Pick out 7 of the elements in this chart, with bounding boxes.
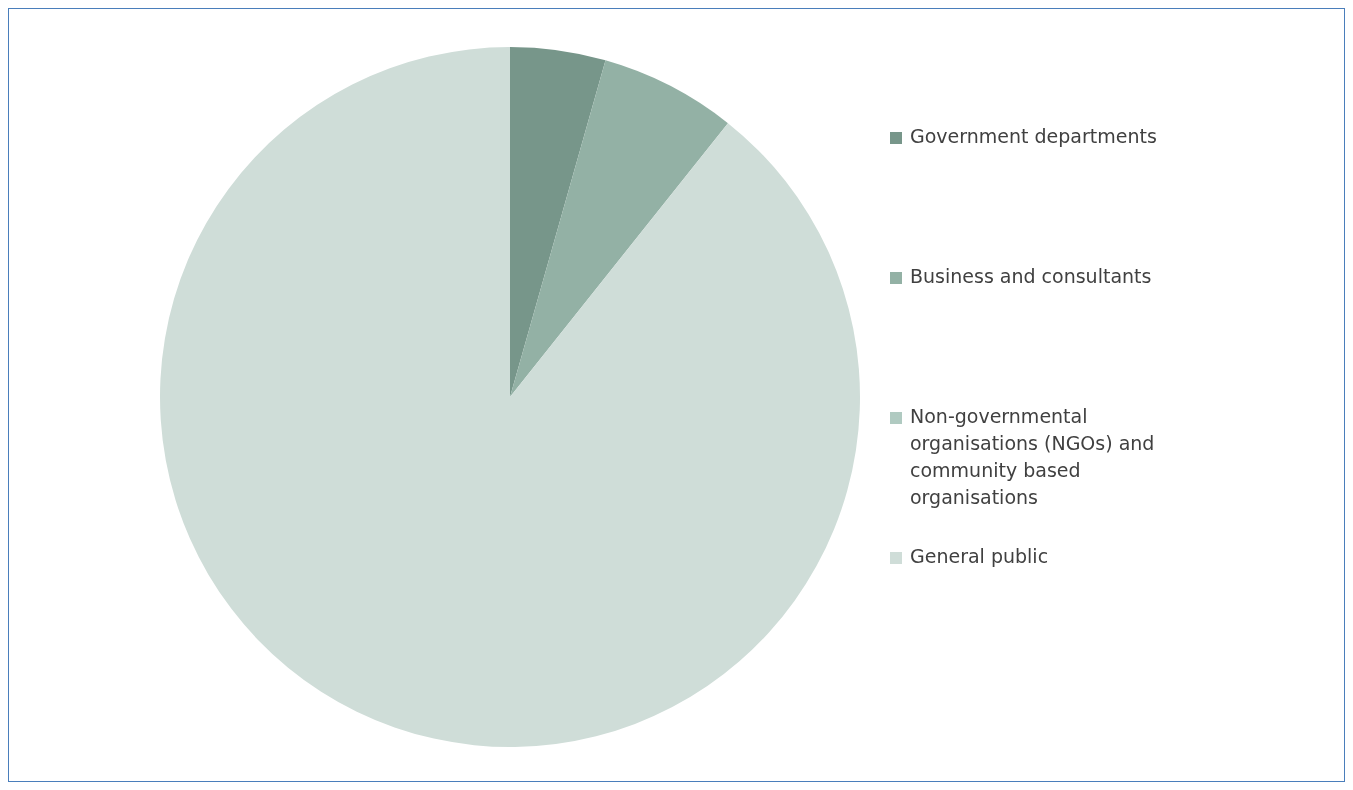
legend-label: Government departments [910, 125, 1157, 147]
pie-slice [510, 47, 606, 397]
pie-slice [160, 47, 860, 747]
legend-label: Non-governmental organisations (NGOs) and community based organisations [910, 405, 1155, 508]
legend-label: General public [910, 545, 1049, 567]
legend-label: Business and consultants [910, 265, 1152, 287]
pie-slice [510, 60, 728, 397]
